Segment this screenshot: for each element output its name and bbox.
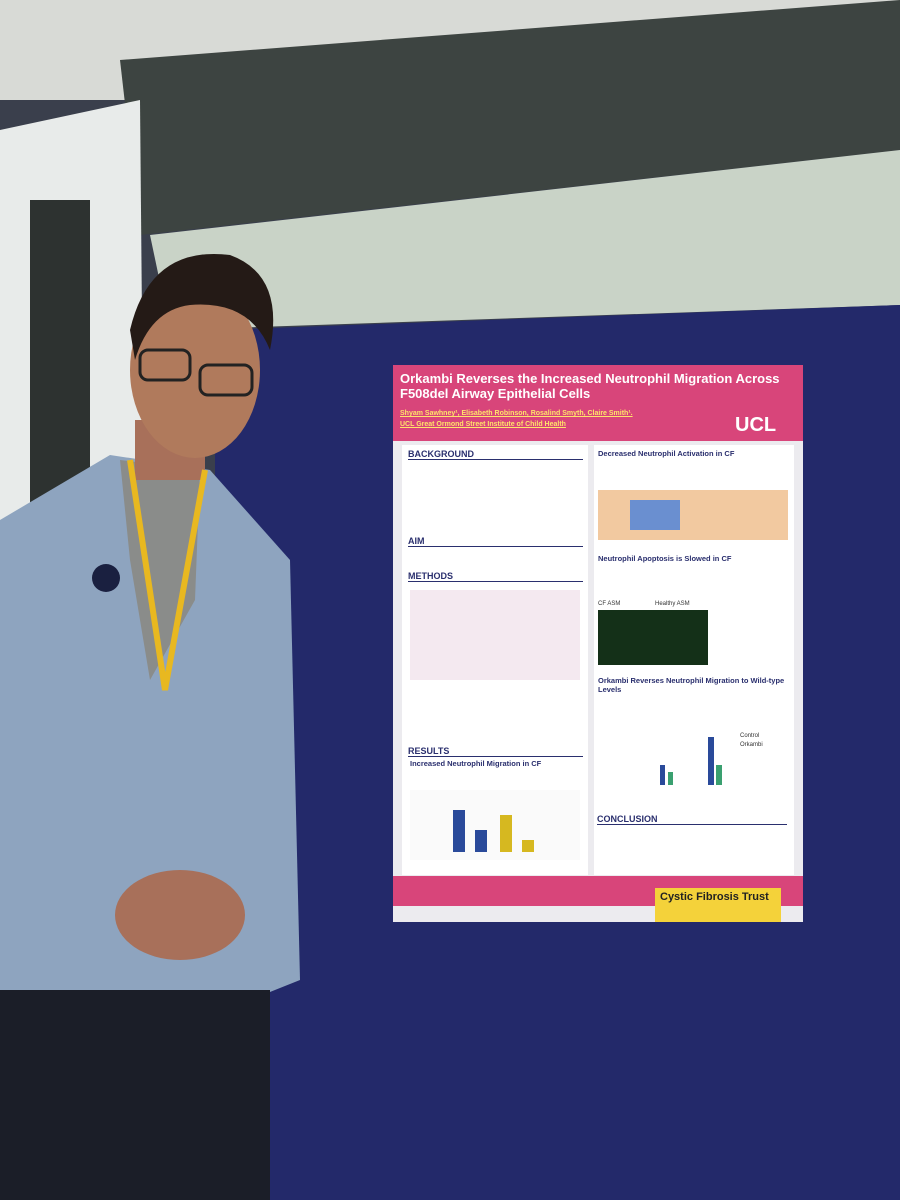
legend-entry: Orkambi — [740, 742, 763, 748]
bar — [716, 765, 722, 785]
bar — [453, 810, 465, 852]
poster-header — [393, 365, 803, 441]
poster-authors: Shyam Sawhney¹, Elisabeth Robinson, Rosa… — [400, 410, 633, 417]
image-label: Healthy ASM — [655, 601, 690, 607]
panel-heading: Orkambi Reverses Neutrophil Migration to… — [598, 676, 785, 694]
logo: UCL — [735, 414, 777, 436]
pin — [92, 564, 120, 592]
bar — [500, 815, 512, 852]
sponsor-box — [655, 888, 781, 922]
poster-title: Orkambi Reverses the Increased Neutrophi… — [400, 371, 780, 401]
section-heading: METHODS — [408, 571, 583, 583]
heatmap-cells — [630, 500, 680, 530]
glasses — [198, 363, 254, 397]
bar-chart-right — [630, 735, 638, 785]
lanyard — [127, 459, 208, 691]
glasses — [138, 348, 192, 382]
poster-institution: UCL Great Ormond Street Institute of Chi… — [400, 421, 566, 428]
bar — [475, 830, 487, 852]
panel-heading: Decreased Neutrophil Activation in CF — [598, 449, 735, 458]
trousers — [0, 990, 270, 1200]
jacket — [0, 455, 300, 1020]
methods-diagram — [410, 590, 580, 680]
section-heading: BACKGROUND — [408, 449, 583, 461]
panel-heading: Neutrophil Apoptosis is Slowed in CF — [598, 554, 732, 563]
hands — [115, 870, 245, 960]
door — [30, 200, 90, 520]
bar — [668, 772, 673, 785]
bar — [708, 737, 714, 785]
sponsor: Cystic Fibrosis Trust — [660, 891, 769, 903]
section-heading: RESULTS — [408, 746, 583, 758]
bar — [660, 765, 665, 785]
heatmap — [598, 490, 788, 540]
image-label: CF ASM — [598, 601, 621, 607]
panel-heading: Increased Neutrophil Migration in CF — [410, 759, 542, 768]
bar-chart-left — [410, 790, 580, 860]
section-heading: AIM — [408, 536, 583, 548]
window — [150, 150, 900, 330]
bar — [522, 840, 534, 852]
microscopy-image — [598, 610, 708, 665]
face — [130, 282, 260, 458]
blind — [120, 0, 900, 235]
hair — [130, 253, 274, 360]
legend-entry: Control — [740, 733, 760, 739]
section-heading: CONCLUSION — [597, 814, 787, 826]
